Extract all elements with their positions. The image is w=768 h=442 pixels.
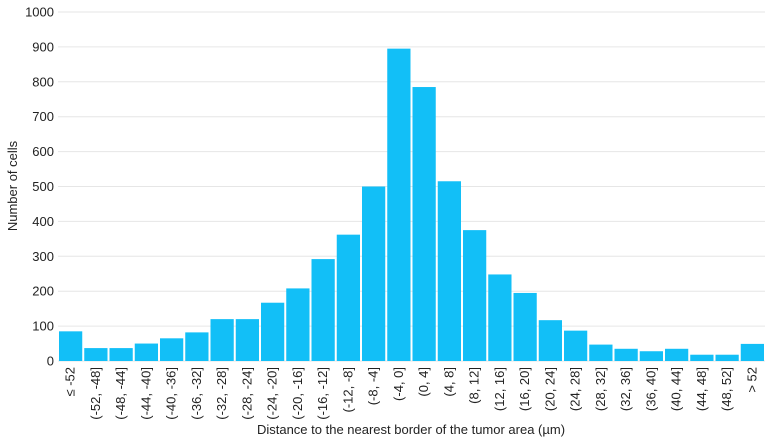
- bar: [513, 292, 537, 361]
- x-tick-label: (-16, -12]: [315, 367, 330, 420]
- y-tick-label: 600: [32, 144, 54, 159]
- x-axis-ticks: ≤ -52 (-52, -48] (-48, -44] (-44, -40] (-40,…: [63, 367, 760, 420]
- gridlines: [58, 11, 765, 362]
- x-tick-label: (32, 36]: [618, 367, 633, 411]
- y-tick-label: 0: [47, 354, 54, 369]
- y-tick-label: 300: [32, 249, 54, 264]
- x-tick-label: (-4, 0]: [391, 367, 406, 401]
- bar: [134, 343, 158, 361]
- bar: [589, 344, 613, 361]
- x-tick-label: (48, 52]: [719, 367, 734, 411]
- bar: [336, 234, 360, 361]
- bar: [59, 331, 83, 361]
- bar: [715, 354, 739, 361]
- bar: [362, 186, 386, 361]
- x-tick-label: (36, 40]: [643, 367, 658, 411]
- y-tick-label: 100: [32, 319, 54, 334]
- y-tick-label: 1000: [25, 5, 54, 20]
- bar: [160, 338, 184, 361]
- bar: [740, 343, 764, 361]
- y-tick-label: 700: [32, 109, 54, 124]
- y-tick-label: 500: [32, 179, 54, 194]
- bar: [488, 274, 512, 361]
- x-tick-label: (20, 24]: [542, 367, 557, 411]
- x-tick-label: (-48, -44]: [113, 367, 128, 420]
- x-tick-label: (-52, -48]: [88, 367, 103, 420]
- bar: [437, 181, 461, 361]
- bar: [210, 319, 234, 361]
- y-tick-label: 200: [32, 284, 54, 299]
- x-tick-label: (-24, -20]: [265, 367, 280, 420]
- bar: [261, 302, 285, 361]
- bar: [286, 288, 310, 361]
- bar: [387, 48, 411, 362]
- x-tick-label: ≤ -52: [63, 367, 78, 397]
- bar: [564, 330, 588, 361]
- y-tick-label: 900: [32, 39, 54, 54]
- x-tick-label: (8, 12]: [467, 367, 482, 404]
- bar: [690, 354, 714, 361]
- y-axis-title: Number of cells: [5, 140, 20, 231]
- x-tick-label: (-44, -40]: [138, 367, 153, 420]
- bar: [614, 348, 638, 361]
- bar: [109, 348, 133, 361]
- x-tick-label: (-28, -24]: [239, 367, 254, 420]
- y-tick-label: 800: [32, 74, 54, 89]
- x-tick-label: (4, 8]: [441, 367, 456, 397]
- x-tick-label: (-8, -4]: [366, 367, 381, 405]
- x-tick-label: (-40, -36]: [164, 367, 179, 420]
- x-tick-label: (28, 32]: [593, 367, 608, 411]
- x-tick-label: (-36, -32]: [189, 367, 204, 420]
- x-tick-label: (44, 48]: [694, 367, 709, 411]
- x-tick-label: (40, 44]: [669, 367, 684, 411]
- x-tick-label: > 52: [744, 367, 759, 393]
- x-tick-label: (-12, -8]: [340, 367, 355, 413]
- bar: [463, 230, 487, 361]
- x-tick-label: (-32, -28]: [214, 367, 229, 420]
- x-tick-label: (12, 16]: [492, 367, 507, 411]
- y-axis-ticks: 0 100 200 300 400 500 600 700 800 900 1000: [25, 5, 54, 369]
- x-axis-title: Distance to the nearest border of the tu…: [257, 422, 565, 437]
- bar: [639, 351, 663, 361]
- y-tick-label: 400: [32, 214, 54, 229]
- bar: [665, 348, 689, 361]
- x-tick-label: (0, 4]: [416, 367, 431, 397]
- bar: [311, 259, 335, 361]
- bars: [59, 48, 764, 362]
- bar: [84, 348, 108, 361]
- bar: [538, 320, 562, 361]
- bar: [235, 319, 259, 361]
- x-tick-label: (-20, -16]: [290, 367, 305, 420]
- x-tick-label: (24, 28]: [568, 367, 583, 411]
- bar: [185, 332, 209, 361]
- bar: [412, 87, 436, 361]
- x-tick-label: (16, 20]: [517, 367, 532, 411]
